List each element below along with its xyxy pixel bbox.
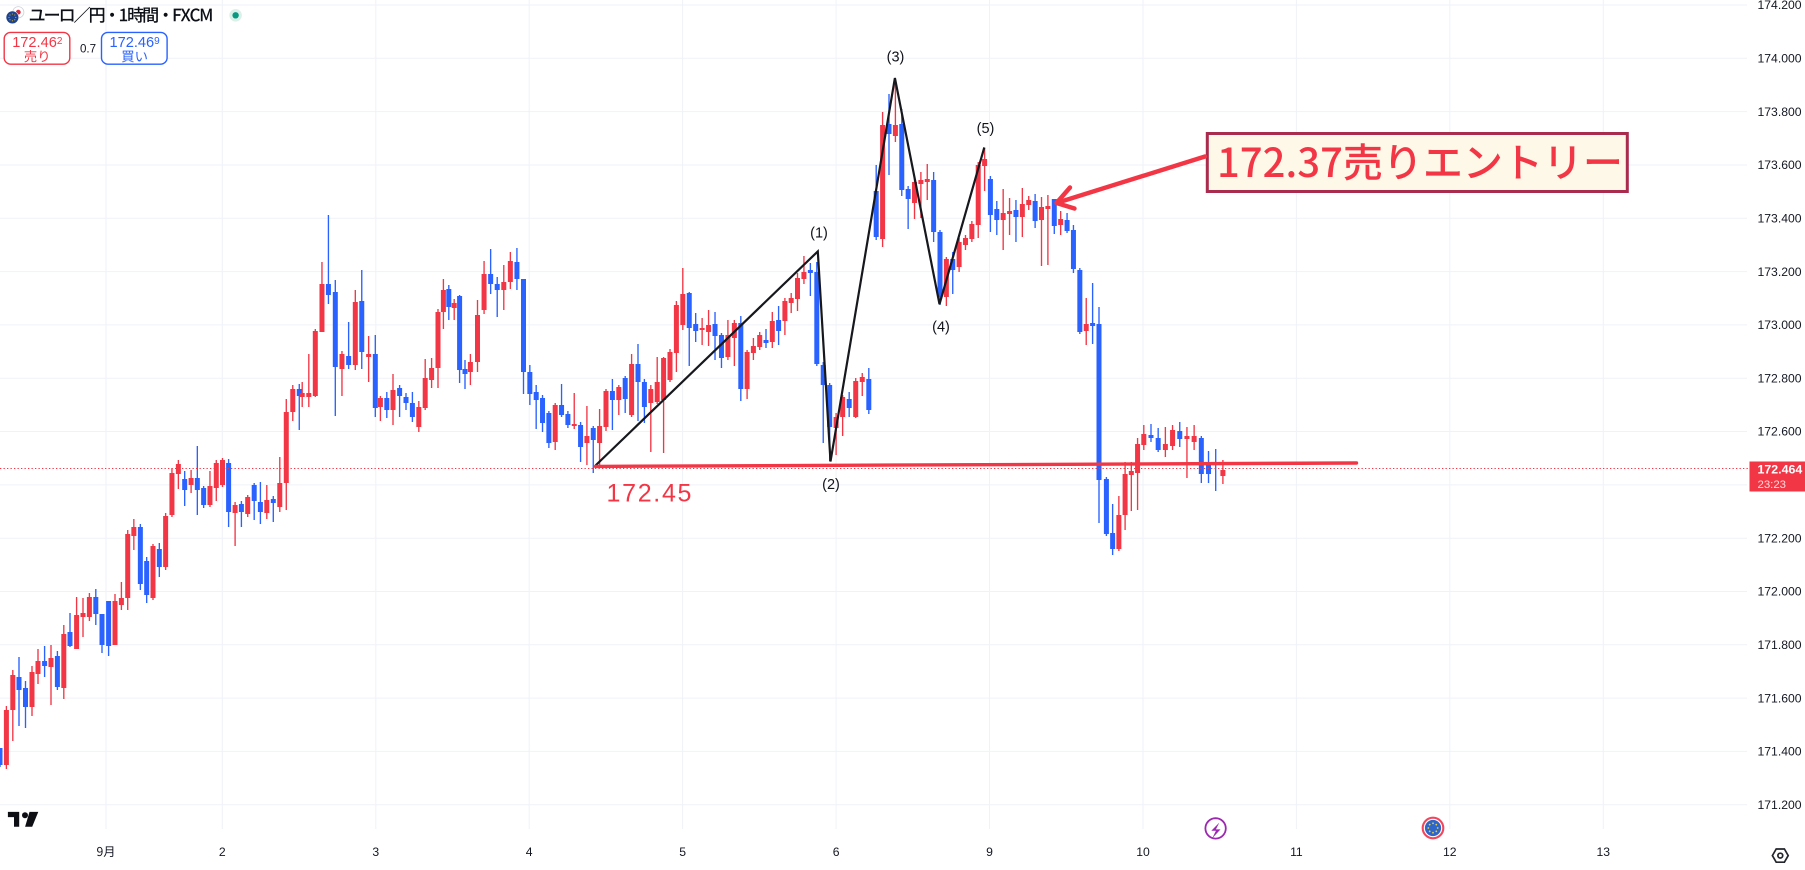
svg-text:(5): (5) — [977, 121, 995, 137]
svg-text:13: 13 — [1597, 845, 1611, 859]
svg-text:173.600: 173.600 — [1758, 158, 1802, 172]
svg-text:5: 5 — [679, 845, 686, 859]
svg-text:172.200: 172.200 — [1758, 531, 1802, 545]
svg-text:172.800: 172.800 — [1758, 371, 1802, 385]
svg-text:173.800: 173.800 — [1758, 105, 1802, 119]
svg-text:9: 9 — [986, 845, 993, 859]
svg-text:173.000: 173.000 — [1758, 318, 1802, 332]
svg-text:171.200: 171.200 — [1758, 798, 1802, 812]
svg-text:12: 12 — [1443, 845, 1457, 859]
svg-text:23:23: 23:23 — [1758, 479, 1787, 491]
svg-text:173.200: 173.200 — [1758, 265, 1802, 279]
svg-text:172.45: 172.45 — [607, 480, 694, 508]
svg-text:174.000: 174.000 — [1758, 52, 1802, 66]
svg-text:172.600: 172.600 — [1758, 425, 1802, 439]
svg-text:4: 4 — [526, 845, 533, 859]
svg-text:(1): (1) — [810, 226, 828, 242]
svg-text:173.400: 173.400 — [1758, 212, 1802, 226]
svg-text:(2): (2) — [822, 477, 840, 493]
svg-text:6: 6 — [833, 845, 840, 859]
svg-text:172.000: 172.000 — [1758, 585, 1802, 599]
svg-text:171.800: 171.800 — [1758, 638, 1802, 652]
svg-text:171.400: 171.400 — [1758, 745, 1802, 759]
svg-text:11: 11 — [1290, 845, 1303, 859]
svg-text:172.469: 172.469 — [110, 35, 161, 51]
svg-text:(4): (4) — [932, 320, 950, 336]
svg-text:0.7: 0.7 — [80, 43, 96, 56]
svg-text:172.464: 172.464 — [1758, 463, 1803, 477]
svg-text:172.462: 172.462 — [12, 35, 63, 51]
svg-text:3: 3 — [372, 845, 379, 859]
svg-text:10: 10 — [1136, 845, 1150, 859]
svg-text:2: 2 — [219, 845, 226, 859]
svg-text:171.600: 171.600 — [1758, 691, 1802, 705]
svg-text:174.200: 174.200 — [1758, 0, 1802, 12]
svg-text:(3): (3) — [887, 50, 905, 66]
